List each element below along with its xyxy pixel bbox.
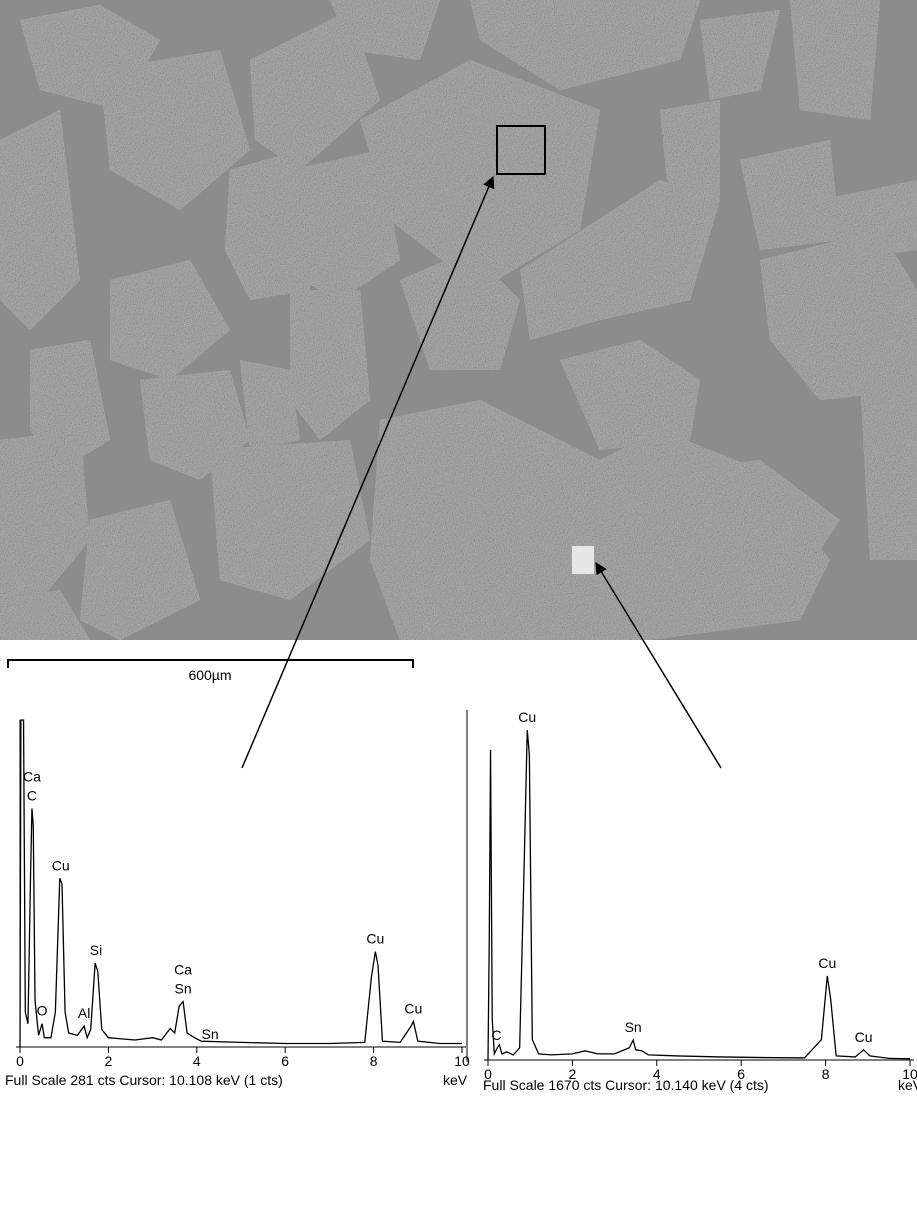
scale-bar: 600µm: [8, 660, 413, 683]
peak-label: Ca: [23, 768, 41, 784]
spectrum-line: [488, 730, 910, 1060]
x-tick-label: 8: [370, 1053, 378, 1069]
x-axis-label: keV: [443, 1072, 468, 1088]
peak-label: O: [37, 1003, 48, 1019]
peak-label: Cu: [518, 709, 536, 725]
spectrum-line: [20, 720, 462, 1047]
x-tick-label: 2: [105, 1053, 113, 1069]
peak-label: Cu: [366, 931, 384, 947]
x-tick-label: 6: [281, 1053, 289, 1069]
peak-label: Sn: [625, 1019, 642, 1035]
x-tick-label: 8: [822, 1066, 830, 1082]
peak-label: Cu: [818, 955, 836, 971]
x-tick-label: 0: [16, 1053, 24, 1069]
peak-label: Sn: [201, 1026, 218, 1042]
footer: Full Scale 281 cts Cursor: 10.108 keV (1…: [5, 1072, 283, 1088]
peak-label: Al: [78, 1005, 90, 1021]
sem-image: [0, 0, 917, 640]
peak-label: Ca: [174, 962, 192, 978]
peak-label: Cu: [52, 857, 70, 873]
x-axis-label: keV: [898, 1077, 917, 1093]
x-tick-label: 10: [454, 1053, 470, 1069]
figure: 600µm 0 2 4 6 8 10 C Ca O Cu Al Si Sn Ca Sn Cu Cu Full Sc…: [0, 0, 917, 1213]
peak-label: C: [27, 787, 37, 803]
peak-label: Si: [90, 942, 102, 958]
peak-label: Cu: [404, 1000, 422, 1016]
peak-label: C: [491, 1027, 501, 1043]
x-tick-label: 4: [193, 1053, 201, 1069]
scale-bar-label: 600µm: [188, 667, 231, 683]
peak-label: Cu: [855, 1029, 873, 1045]
peak-label: Sn: [175, 981, 192, 997]
footer: Full Scale 1670 cts Cursor: 10.140 keV (…: [483, 1077, 769, 1093]
